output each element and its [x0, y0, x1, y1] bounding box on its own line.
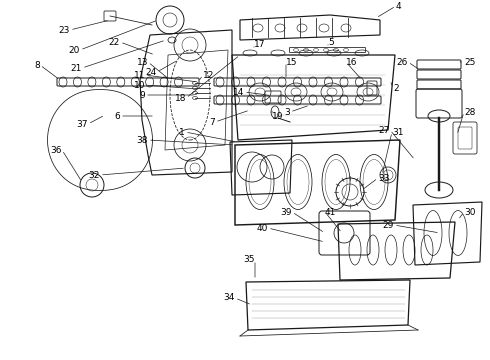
Text: 1: 1 [179, 127, 185, 136]
Text: 25: 25 [464, 58, 475, 67]
Text: 39: 39 [280, 207, 292, 216]
Text: 31: 31 [392, 127, 403, 136]
Text: 9: 9 [139, 90, 145, 99]
Text: 21: 21 [71, 63, 82, 72]
Text: 16: 16 [346, 58, 358, 67]
Text: 20: 20 [69, 45, 80, 54]
Text: 24: 24 [146, 68, 157, 77]
Text: 27: 27 [379, 126, 390, 135]
Text: 14: 14 [233, 87, 244, 96]
Text: 7: 7 [209, 117, 215, 126]
Text: 19: 19 [272, 112, 284, 121]
Text: 26: 26 [396, 58, 408, 67]
Text: 30: 30 [464, 207, 475, 216]
Text: 23: 23 [59, 26, 70, 35]
Text: 4: 4 [396, 1, 402, 10]
Text: 34: 34 [223, 293, 235, 302]
Text: 13: 13 [137, 58, 148, 67]
Text: 12: 12 [203, 71, 215, 80]
Text: 6: 6 [114, 112, 120, 121]
Text: 28: 28 [464, 108, 475, 117]
Text: 22: 22 [109, 37, 120, 46]
Text: 11: 11 [133, 71, 145, 80]
Text: 32: 32 [89, 171, 100, 180]
Text: 8: 8 [34, 60, 40, 69]
Text: 33: 33 [378, 174, 390, 183]
Text: 41: 41 [325, 207, 336, 216]
Text: 10: 10 [133, 81, 145, 90]
Text: 3: 3 [284, 108, 290, 117]
Text: 5: 5 [328, 37, 334, 46]
Text: 17: 17 [254, 40, 266, 49]
Text: 18: 18 [174, 94, 186, 103]
Text: 2: 2 [393, 84, 399, 93]
Text: 40: 40 [257, 224, 268, 233]
Text: 29: 29 [383, 220, 394, 230]
Text: 37: 37 [76, 120, 88, 129]
Text: 35: 35 [244, 256, 255, 265]
Text: 15: 15 [286, 58, 297, 67]
Text: 38: 38 [137, 135, 148, 144]
Text: 36: 36 [50, 145, 62, 154]
